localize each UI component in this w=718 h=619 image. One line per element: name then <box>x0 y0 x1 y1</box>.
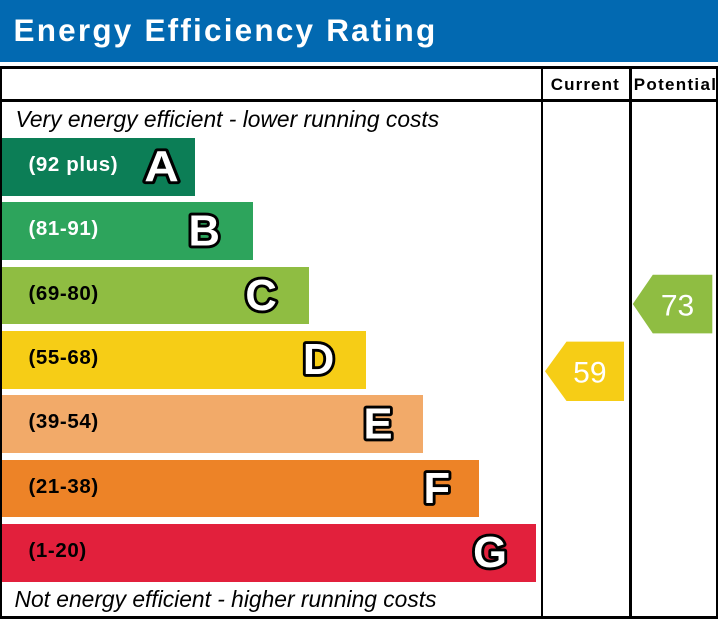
svg-text:C: C <box>245 272 276 320</box>
svg-text:73: 73 <box>661 289 694 322</box>
svg-text:E: E <box>363 401 392 449</box>
svg-text:G: G <box>473 529 507 577</box>
svg-text:B: B <box>188 208 219 256</box>
svg-text:F: F <box>424 465 451 513</box>
svg-text:D: D <box>303 336 334 384</box>
svg-text:A: A <box>144 142 179 191</box>
svg-text:59: 59 <box>573 356 606 389</box>
